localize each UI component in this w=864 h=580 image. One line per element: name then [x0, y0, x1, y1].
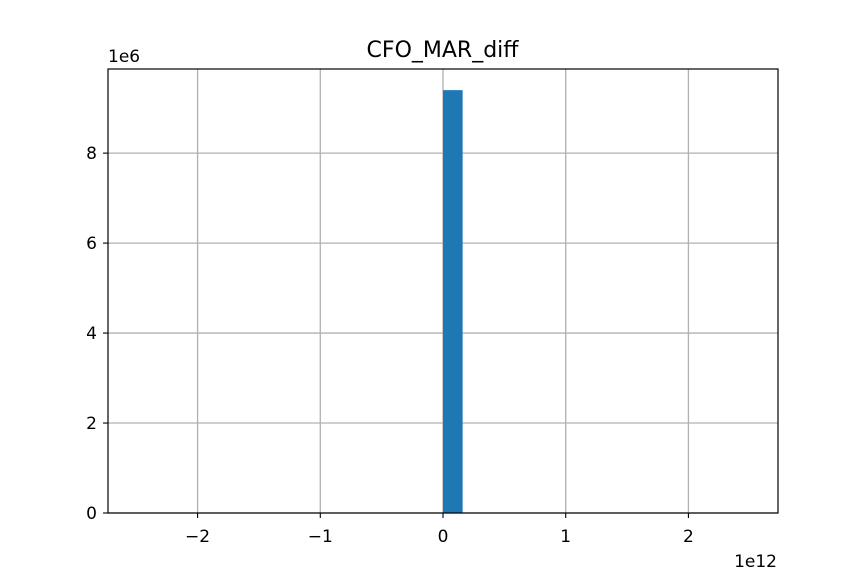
y-axis-offset-label: 1e6	[108, 47, 140, 67]
histogram-bars	[443, 90, 463, 514]
x-tick-label: 0	[438, 527, 449, 547]
x-tick-label: 1	[560, 527, 571, 547]
x-tick-label: −1	[308, 527, 333, 547]
y-tick-label: 4	[86, 324, 97, 344]
axis-ticks: −2 −1 0 1 2 0 2 4 6 8	[86, 144, 694, 547]
x-tick-label: −2	[185, 527, 210, 547]
y-tick-label: 8	[86, 144, 97, 164]
y-tick-label: 2	[86, 414, 97, 434]
y-tick-label: 6	[86, 234, 97, 254]
plot-area-frame	[107, 68, 779, 514]
histogram-bar	[443, 90, 463, 514]
chart-title: CFO_MAR_diff	[367, 38, 520, 63]
y-tick-label: 0	[86, 504, 97, 524]
x-axis-offset-label: 1e12	[734, 552, 777, 572]
x-tick-label: 2	[683, 527, 694, 547]
